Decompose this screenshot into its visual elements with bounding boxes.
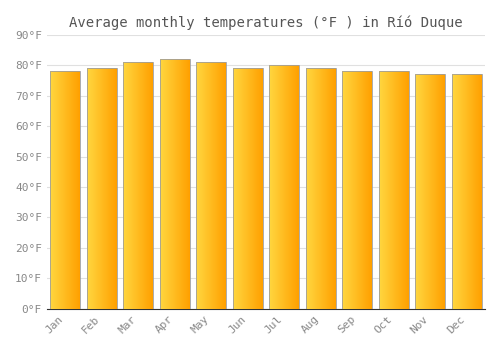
- Bar: [379, 71, 408, 309]
- Bar: [342, 71, 372, 309]
- Title: Average monthly temperatures (°F ) in Ríó Duque: Average monthly temperatures (°F ) in Rí…: [69, 15, 462, 29]
- Bar: [123, 62, 153, 309]
- Bar: [160, 59, 190, 309]
- Bar: [269, 65, 299, 309]
- Bar: [306, 68, 336, 309]
- Bar: [50, 71, 80, 309]
- Bar: [452, 75, 482, 309]
- Bar: [196, 62, 226, 309]
- Bar: [232, 68, 262, 309]
- Bar: [86, 68, 117, 309]
- Bar: [416, 75, 445, 309]
